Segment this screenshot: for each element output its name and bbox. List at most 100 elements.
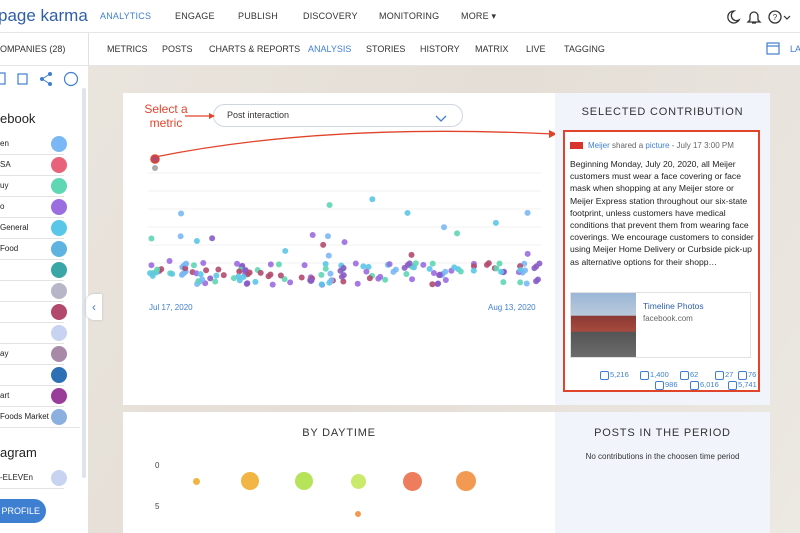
data-point [522, 267, 529, 274]
data-point [365, 263, 372, 270]
post-meta: Meijer shared a picture - July 17 3:00 P… [588, 141, 734, 150]
page-item[interactable]: art [0, 386, 64, 407]
calendar-icon[interactable] [766, 41, 780, 55]
page-item[interactable]: uy [0, 176, 64, 197]
page-item[interactable] [0, 302, 64, 323]
share-icon[interactable] [41, 73, 51, 85]
data-point [193, 238, 200, 245]
data-point [246, 269, 253, 276]
add-profile-button[interactable]: PROFILE [0, 499, 46, 523]
nav-item[interactable]: DISCOVERY [303, 11, 358, 21]
data-point [281, 276, 288, 283]
data-point [352, 260, 359, 267]
data-point [322, 265, 329, 272]
data-point [369, 196, 376, 203]
scatter-chart [147, 113, 555, 288]
stat-icon [690, 381, 699, 390]
data-point [492, 219, 499, 226]
data-point [485, 260, 492, 267]
stat-icon [728, 381, 737, 390]
stat-icon [680, 371, 689, 380]
empty-message: No contributions in the choosen time per… [585, 452, 740, 461]
tool-icon[interactable] [0, 72, 6, 85]
logo[interactable]: page karma [0, 6, 88, 25]
data-point [215, 266, 222, 273]
nav-item[interactable]: MORE ▾ [461, 11, 497, 21]
subnav-item[interactable]: MATRIX [475, 44, 509, 54]
data-point [426, 265, 433, 272]
post-link[interactable]: picture [645, 141, 670, 150]
daytime-title: BY DAYTIME [302, 427, 376, 439]
stat: 1,400 [650, 370, 669, 379]
data-point [534, 276, 541, 283]
subnav-item[interactable]: STORIES [366, 44, 406, 54]
page-item[interactable]: Foods Market [0, 407, 80, 428]
page-item[interactable] [0, 323, 64, 344]
arrowhead [549, 130, 555, 138]
end-date: Aug 13, 2020 [488, 303, 536, 312]
subnav-item[interactable]: ANALYSIS [308, 44, 352, 54]
page-item[interactable]: General [0, 218, 64, 239]
subnav-item[interactable]: LIVE [526, 44, 546, 54]
nav-item[interactable]: ANALYTICS [100, 11, 152, 21]
help-caret [783, 15, 791, 20]
page-item[interactable] [0, 260, 64, 281]
subnav-item[interactable]: CHARTS & REPORTS [209, 44, 301, 54]
data-point [183, 260, 190, 267]
page-item[interactable] [0, 281, 64, 302]
date-range[interactable]: LA [790, 44, 800, 54]
data-point [363, 268, 370, 275]
page-item[interactable] [0, 365, 64, 386]
nav-item[interactable]: PUBLISH [238, 11, 278, 21]
page-item[interactable]: -ELEVEn [0, 468, 64, 489]
group-selector[interactable]: OMPANIES (28) [0, 44, 66, 54]
nav-item[interactable]: ENGAGE [175, 11, 215, 21]
arrowhead [209, 113, 215, 119]
page-item[interactable]: en [0, 134, 64, 155]
collapse-toggle[interactable]: ‹ [86, 294, 102, 320]
data-point [354, 280, 361, 287]
data-point [457, 268, 464, 275]
subnav-item[interactable]: HISTORY [420, 44, 460, 54]
data-point [470, 263, 477, 270]
nav-item[interactable]: MONITORING [379, 11, 440, 21]
data-point [154, 266, 161, 273]
data-point [429, 281, 436, 288]
data-point [392, 266, 399, 273]
data-point [235, 273, 242, 280]
attachment[interactable] [570, 292, 751, 358]
help-icon[interactable] [768, 10, 782, 24]
data-point [309, 231, 316, 238]
data-point [199, 276, 206, 283]
data-point [451, 264, 458, 271]
data-point [325, 252, 332, 259]
delete-icon[interactable] [17, 73, 28, 85]
data-point [287, 279, 294, 286]
refresh-icon[interactable] [63, 71, 79, 87]
data-point [318, 271, 325, 278]
subnav-item[interactable]: POSTS [162, 44, 193, 54]
page-name[interactable]: Meijer [588, 141, 610, 150]
page-avatar [570, 142, 583, 149]
page-item[interactable]: ay [0, 344, 64, 365]
bell-icon[interactable] [746, 11, 762, 24]
subnav-item[interactable]: METRICS [107, 44, 148, 54]
page-item[interactable]: Food [0, 239, 64, 260]
subnav-item[interactable]: TAGGING [564, 44, 605, 54]
data-point [524, 250, 531, 257]
page-avatar [51, 220, 67, 236]
dark-mode-icon[interactable] [727, 10, 741, 24]
data-point [267, 261, 274, 268]
page-item[interactable]: o [0, 197, 64, 218]
data-point [177, 233, 184, 240]
stat: 986 [665, 380, 678, 389]
page-item[interactable]: SA [0, 155, 64, 176]
data-point [326, 201, 333, 208]
data-point [366, 275, 373, 282]
stat-icon [655, 381, 664, 390]
data-point [148, 262, 155, 269]
period-panel [555, 412, 770, 533]
data-point [252, 278, 259, 285]
sidebar-tools [0, 71, 79, 87]
